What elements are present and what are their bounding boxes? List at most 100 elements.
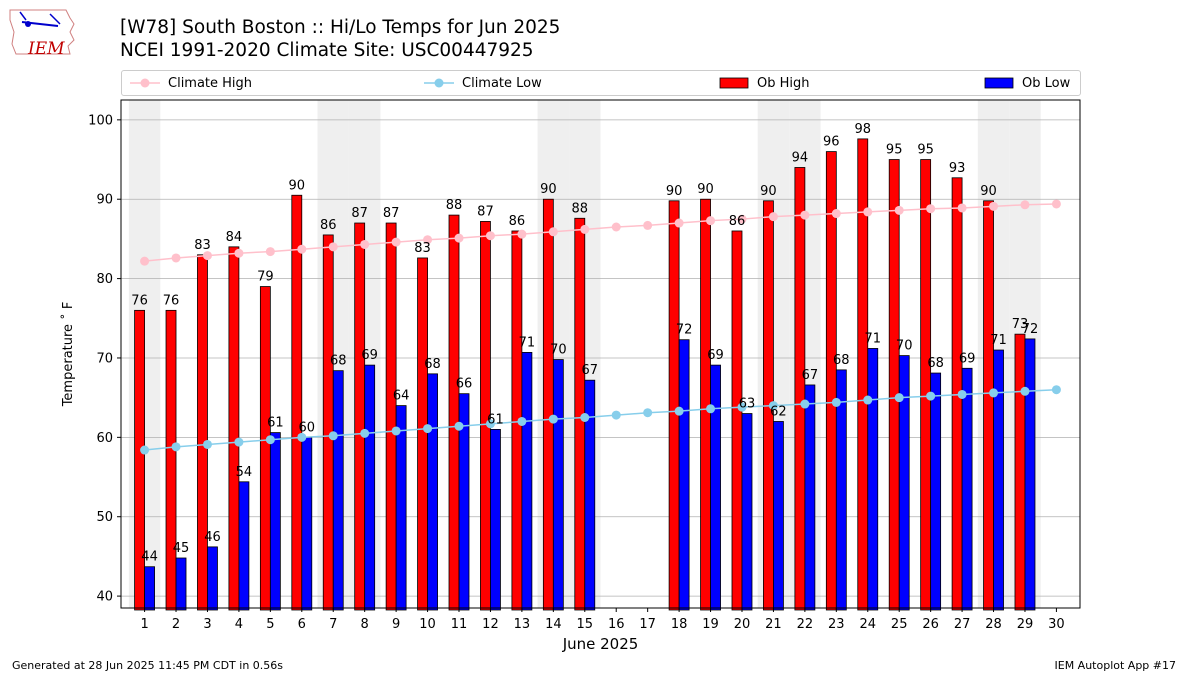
climate-low-point (831, 397, 841, 407)
ob-high-bar (668, 200, 680, 611)
y-tick-label: 70 (96, 351, 113, 366)
chart-title: [W78] South Boston :: Hi/Lo Temps for Ju… (120, 17, 561, 38)
climate-high-point (957, 203, 967, 213)
climate-low-point (297, 432, 307, 442)
y-tick-label: 100 (88, 113, 113, 128)
x-tick-label: 10 (419, 617, 436, 632)
ob-low-label: 60 (299, 420, 316, 435)
climate-high-point (391, 237, 401, 247)
ob-high-label: 90 (540, 182, 557, 197)
climate-high-point (674, 218, 684, 228)
chart-subtitle: NCEI 1991-2020 Climate Site: USC00447925 (120, 40, 534, 61)
ob-low-label: 68 (833, 353, 850, 368)
weekend-shading (128, 100, 1041, 608)
ob-high-label: 86 (729, 214, 746, 229)
y-tick-label: 40 (96, 590, 113, 605)
climate-low-point (674, 406, 684, 416)
ob-high-bar (291, 194, 303, 611)
x-tick-label: 2 (172, 617, 180, 632)
y-tick-label: 80 (96, 272, 113, 287)
climate-high-point (360, 239, 370, 249)
x-tick-label: 22 (797, 617, 814, 632)
ob-low-label: 70 (550, 343, 567, 358)
ob-low-label: 45 (173, 541, 190, 556)
climate-high-point (454, 233, 464, 243)
climate-high-point (548, 227, 558, 237)
climate-high-point (265, 247, 275, 257)
logo-text: IEM (28, 39, 65, 59)
ob-low-label: 69 (959, 351, 976, 366)
legend-item-ob-low: Ob Low (984, 71, 1070, 95)
ob-low-label: 67 (582, 363, 599, 378)
climate-low-point (800, 399, 810, 409)
climate-high-point (989, 201, 999, 211)
climate-high-point (234, 248, 244, 258)
ob-high-bar (763, 200, 774, 611)
weekend-band (537, 100, 570, 608)
x-tick-label: 4 (235, 617, 243, 632)
ob-low-bar (930, 372, 942, 611)
ob-low-label: 44 (141, 550, 158, 565)
legend-item-ob-high: Ob High (719, 71, 810, 95)
climate-low-point (926, 391, 936, 401)
ob-high-bar (825, 151, 837, 611)
ob-low-bar (993, 349, 1004, 611)
climate-low-point (517, 416, 527, 426)
climate-low-point (643, 408, 653, 418)
x-tick-label: 16 (608, 617, 625, 632)
x-tick-label: 7 (329, 617, 337, 632)
climate-high-point (800, 210, 810, 220)
ob-high-bar (480, 221, 491, 611)
ob-low-bar (175, 557, 187, 611)
x-tick-label: 13 (514, 617, 531, 632)
climate-low-point (768, 401, 778, 411)
bar-value-labels: 76 76 83 84 79 90 86 87 87 83 88 87 86 90 88 90 90 86 90 94… (131, 122, 1038, 565)
ob-high-bar (165, 309, 177, 611)
ob-low-label: 66 (456, 377, 473, 392)
chart-legend: Climate High Climate Low Ob High Ob Low (121, 70, 1081, 96)
y-tick-label: 50 (96, 510, 113, 525)
x-tick-label: 8 (361, 617, 369, 632)
ob-low-label: 70 (896, 339, 913, 354)
climate-high-point (643, 220, 653, 230)
climate-low-point (1051, 385, 1061, 395)
climate-low-point (423, 424, 433, 434)
ob-high-label: 96 (823, 135, 840, 150)
x-axis-label: June 2025 (562, 635, 639, 653)
grid-lines (121, 119, 1080, 597)
x-tick-label: 1 (140, 617, 148, 632)
x-tick-label: 5 (266, 617, 274, 632)
x-tick-label: 27 (954, 617, 971, 632)
weekend-band (789, 100, 821, 608)
y-axis-label: Temperature ˚ F (60, 302, 76, 408)
ob-low-bar (207, 546, 218, 611)
ob-low-bar (144, 566, 155, 611)
x-tick-label: 3 (203, 617, 211, 632)
climate-low-point (140, 445, 150, 455)
ob-low-label: 63 (739, 397, 756, 412)
ob-high-bar (511, 230, 523, 611)
legend-label: Climate High (168, 75, 253, 91)
ob-high-label: 94 (792, 150, 809, 165)
climate-low-point (234, 437, 244, 447)
ob-high-label: 90 (980, 184, 997, 199)
ob-low-label: 71 (864, 331, 881, 346)
climate-high-point (423, 235, 433, 245)
x-tick-label: 29 (1017, 617, 1034, 632)
ob-high-bar (354, 222, 366, 611)
ob-low-bar (395, 405, 407, 611)
iem-logo: IEM (8, 6, 80, 59)
climate-low-point (171, 442, 181, 452)
weekend-band (757, 100, 790, 608)
climate-high-point (328, 242, 338, 252)
ob-high-label: 76 (131, 293, 148, 308)
ob-high-bar (542, 198, 554, 611)
weekend-band (1009, 100, 1041, 608)
ob-low-bar (835, 369, 847, 611)
ob-low-label: 61 (487, 412, 504, 427)
ob-low-label: 46 (204, 530, 221, 545)
ob-high-label: 87 (477, 204, 494, 219)
ob-high-label: 88 (446, 198, 463, 213)
ob-high-bar (888, 159, 900, 611)
ob-low-label: 72 (1022, 322, 1039, 337)
